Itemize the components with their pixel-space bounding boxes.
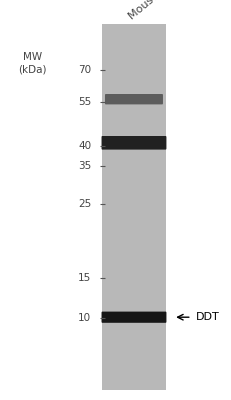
Text: MW
(kDa): MW (kDa) xyxy=(18,52,47,74)
FancyBboxPatch shape xyxy=(101,136,166,150)
Text: 70: 70 xyxy=(78,65,91,75)
Text: 15: 15 xyxy=(78,273,91,283)
Text: 10: 10 xyxy=(78,313,91,323)
FancyBboxPatch shape xyxy=(105,94,163,104)
FancyBboxPatch shape xyxy=(101,312,166,323)
Text: 40: 40 xyxy=(78,141,91,151)
Text: 25: 25 xyxy=(78,199,91,209)
Bar xyxy=(102,24,166,390)
Text: 55: 55 xyxy=(78,97,91,107)
Text: DDT: DDT xyxy=(196,312,220,322)
Text: 35: 35 xyxy=(78,161,91,171)
Text: Mouse liver: Mouse liver xyxy=(126,0,182,22)
